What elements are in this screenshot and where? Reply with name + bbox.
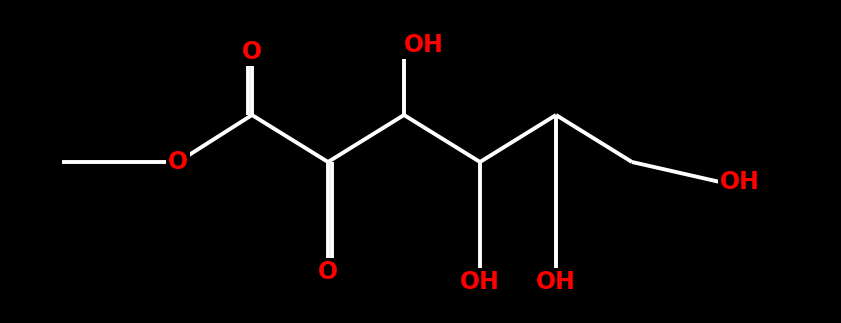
Text: OH: OH: [720, 170, 760, 194]
Text: OH: OH: [404, 33, 444, 57]
Text: O: O: [318, 260, 338, 284]
Text: OH: OH: [536, 270, 576, 294]
Text: OH: OH: [460, 270, 500, 294]
Text: O: O: [168, 150, 188, 174]
Text: O: O: [242, 40, 262, 64]
